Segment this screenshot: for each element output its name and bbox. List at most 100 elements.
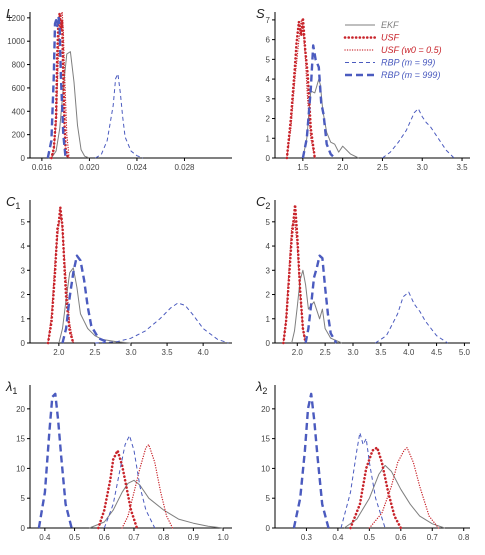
panel-c2-ytick-label: 2	[266, 291, 271, 300]
panel-c1-ytick-label: 1	[21, 315, 26, 324]
panel-c1-ytick-label: 0	[21, 339, 26, 348]
panel-l-ytick-label: 0	[21, 154, 26, 163]
panel-s-ytick-label: 4	[266, 75, 271, 84]
panel-lambda1-series-rbp-999	[37, 392, 73, 529]
legend-label-ekf: EKF	[381, 20, 399, 30]
panel-l-xtick-label: 0.024	[127, 163, 148, 172]
panel-lambda2-xtick-label: 0.5	[364, 533, 376, 542]
panel-c2-series-rbp-999	[304, 254, 338, 344]
panel-c2-title: C2	[256, 194, 270, 211]
panel-l-title: L	[6, 6, 13, 21]
panel-c1-ytick-label: 3	[21, 266, 26, 275]
panel-s-ytick-label: 7	[266, 16, 271, 25]
panel-c2-ytick-label: 3	[266, 266, 271, 275]
panel-s-xtick-label: 3.5	[456, 163, 468, 172]
panel-lambda1-xtick-label: 0.5	[69, 533, 81, 542]
panel-lambda1-series-ekf	[89, 479, 224, 529]
panel-c2-xtick-label: 2.5	[320, 348, 332, 357]
panel-lambda1-xtick-label: 0.8	[158, 533, 170, 542]
panel-lambda2-series-usf	[349, 446, 403, 530]
panel-c1-ytick-label: 4	[21, 242, 26, 251]
panel-s-ytick-label: 5	[266, 55, 271, 64]
panel-lambda2-xtick-label: 0.8	[458, 533, 470, 542]
legend-label-rbp-99: RBP (m = 99)	[381, 58, 435, 68]
panel-l-xtick-label: 0.028	[174, 163, 195, 172]
panel-c2-ytick-label: 5	[266, 218, 271, 227]
panel-s-ytick-label: 0	[266, 154, 271, 163]
panel-c2-ytick-label: 4	[266, 242, 271, 251]
panel-l-ytick-label: 400	[12, 107, 26, 116]
panel-s-xtick-label: 2.0	[337, 163, 349, 172]
panel-c1-xtick-label: 2.5	[89, 348, 101, 357]
panel-s-series-usf	[285, 16, 317, 160]
panel-s-xtick-label: 3.0	[417, 163, 429, 172]
panel-c1-title: C1	[6, 194, 20, 211]
panel-c1-series-rbp-99	[94, 302, 229, 344]
panel-lambda2-xtick-label: 0.7	[427, 533, 439, 542]
panel-lambda2-ytick-label: 10	[261, 464, 270, 473]
panel-l-series-usf	[50, 11, 70, 160]
panel-lambda1-xtick-label: 1.0	[218, 533, 230, 542]
panel-c1-series-usf-w05	[47, 213, 74, 344]
legend-label-rbp-999: RBP (m = 999)	[381, 70, 440, 80]
panel-s-xtick-label: 1.5	[297, 163, 309, 172]
panel-c2-xtick-label: 3.5	[375, 348, 387, 357]
panel-lambda2-ytick-label: 20	[261, 405, 270, 414]
panel-lambda2-ytick-label: 0	[266, 524, 271, 533]
panel-c2-xtick-label: 4.5	[431, 348, 443, 357]
panel-lambda1-series-rbp-99	[103, 435, 156, 529]
panel-c2-series-usf-w05	[282, 218, 307, 344]
panel-s-ytick-label: 6	[266, 36, 271, 45]
panel-lambda1-ytick-label: 15	[16, 435, 25, 444]
panel-l-ytick-label: 1200	[7, 14, 25, 23]
panel-c2-series-ekf	[291, 269, 343, 344]
panel-lambda2-series-usf-w05	[368, 446, 440, 529]
panel-s-ytick-label: 2	[266, 115, 271, 124]
panel-l-series-ekf	[50, 51, 90, 159]
panel-lambda2-ytick-label: 5	[266, 494, 271, 503]
panel-c1-xtick-label: 3.0	[125, 348, 137, 357]
panel-lambda1-xtick-label: 0.9	[188, 533, 200, 542]
panel-c1-ytick-label: 5	[21, 218, 26, 227]
panel-lambda1-series-usf	[97, 449, 139, 530]
panel-l-xtick-label: 0.020	[79, 163, 100, 172]
panel-c2-ytick-label: 0	[266, 339, 271, 348]
panel-l-ytick-label: 1000	[7, 37, 25, 46]
panel-s-series-rbp-99	[382, 108, 455, 159]
panel-lambda1-ytick-label: 0	[21, 524, 26, 533]
panel-l-series-rbp-999	[46, 15, 67, 159]
panel-c2-ytick-label: 1	[266, 315, 271, 324]
panel-s-xtick-label: 2.5	[377, 163, 389, 172]
panel-lambda2-series-rbp-999	[292, 392, 330, 529]
panel-l-ytick-label: 800	[12, 61, 26, 70]
panel-lambda1-ytick-label: 5	[21, 494, 26, 503]
panel-c1-xtick-label: 3.5	[162, 348, 174, 357]
legend-label-usf: USF	[381, 33, 400, 43]
panel-lambda1-xtick-label: 0.7	[128, 533, 140, 542]
panel-c1-ytick-label: 2	[21, 291, 26, 300]
panel-s-title: S	[256, 6, 265, 21]
panel-lambda1-ytick-label: 10	[16, 464, 25, 473]
panel-c1-xtick-label: 2.0	[53, 348, 65, 357]
panel-lambda2-title: λ2	[255, 379, 267, 396]
panel-s-series-rbp-999	[301, 44, 336, 159]
panel-lambda2-xtick-label: 0.4	[332, 533, 344, 542]
panel-lambda1-xtick-label: 0.6	[99, 533, 111, 542]
panel-lambda1-xtick-label: 0.4	[39, 533, 51, 542]
panel-lambda2-series-rbp-99	[340, 432, 386, 529]
panel-lambda1-ytick-label: 20	[16, 405, 25, 414]
panel-c2-xtick-label: 4.0	[403, 348, 415, 357]
panel-lambda2-series-ekf	[343, 464, 445, 529]
panel-c2-xtick-label: 5.0	[459, 348, 471, 357]
panel-l-xtick-label: 0.016	[32, 163, 53, 172]
panel-c2-xtick-label: 3.0	[347, 348, 359, 357]
panel-l-series-rbp-99	[95, 73, 144, 159]
panel-c1-series-rbp-999	[61, 254, 110, 345]
panel-lambda1-series-usf-w05	[121, 443, 174, 529]
legend-label-usf-w05: USF (w0 = 0.5)	[381, 45, 442, 55]
panel-lambda2-xtick-label: 0.3	[301, 533, 313, 542]
panel-c1-xtick-label: 4.0	[198, 348, 210, 357]
panel-c2-xtick-label: 2.0	[292, 348, 304, 357]
